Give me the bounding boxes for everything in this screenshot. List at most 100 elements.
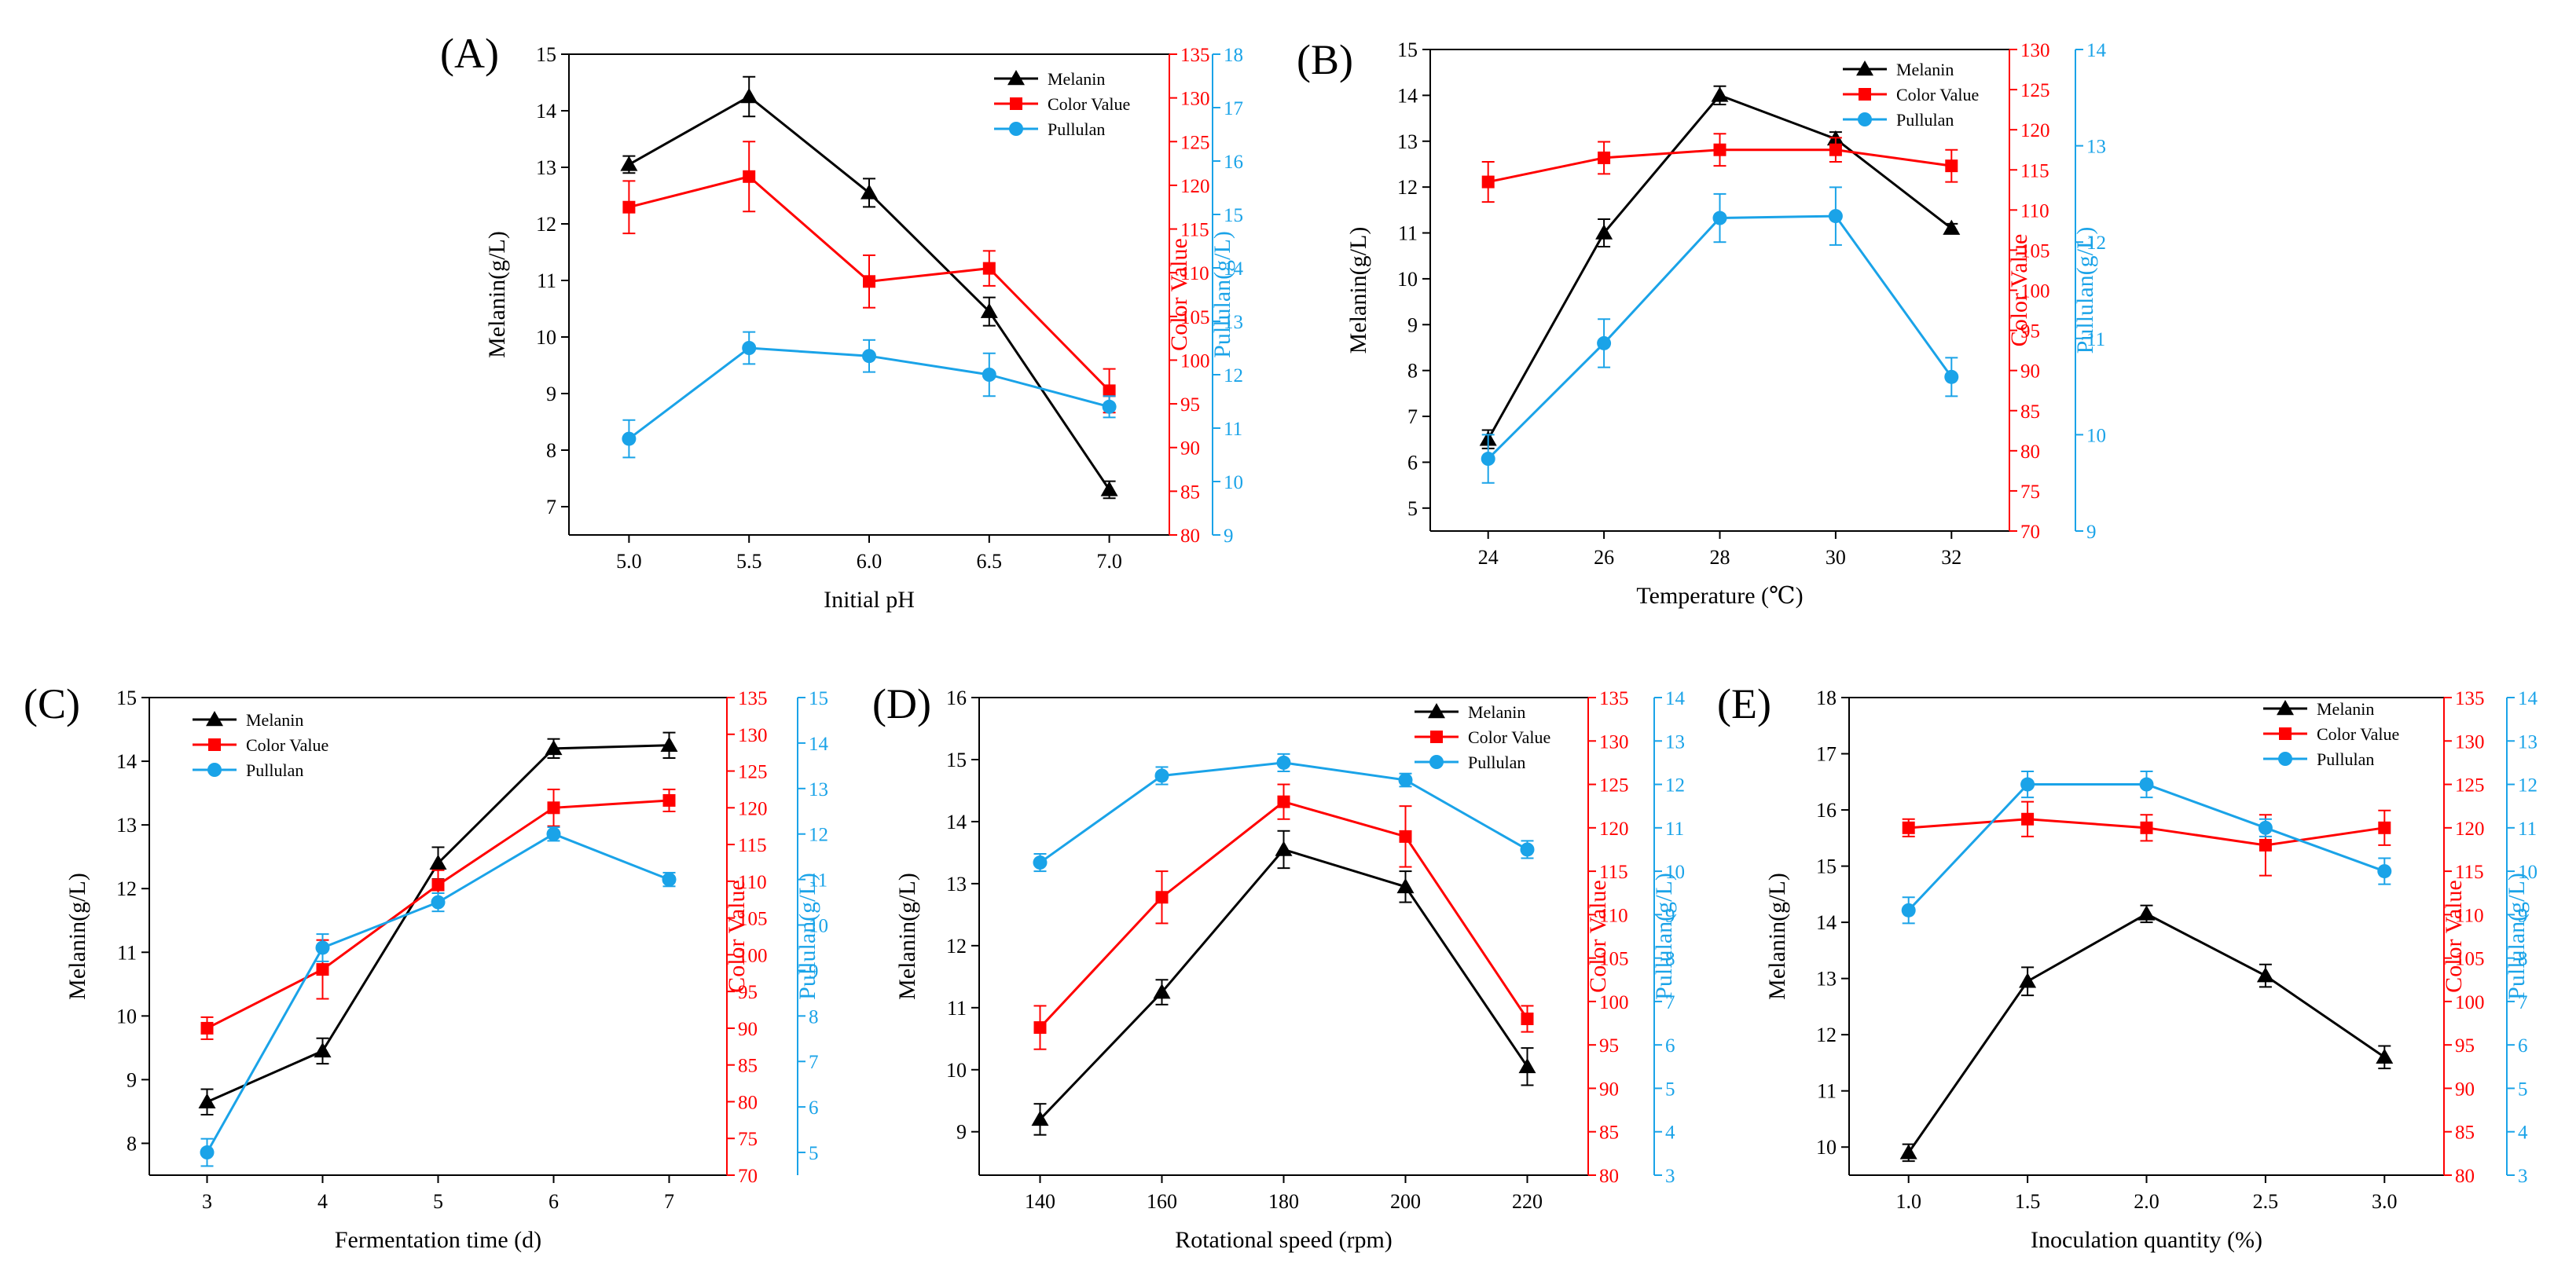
x-tick-label: 140 (1025, 1190, 1055, 1213)
pullulan-tick-label: 10 (1665, 862, 1685, 883)
color-value-point (2378, 821, 2391, 834)
color-value-tick-label: 120 (2455, 819, 2485, 840)
color-value-tick-label: 95 (1180, 394, 1200, 416)
color-value-tick-label: 100 (2020, 281, 2050, 302)
legend-label: Melanin (2317, 699, 2374, 719)
color-value-point (2259, 838, 2272, 852)
legend-label: Pullulan (246, 760, 303, 780)
panel-label: (A) (440, 30, 499, 77)
legend-marker (1858, 112, 1872, 126)
melanin-line (1039, 848, 1528, 1120)
pullulan-tick-label: 16 (1224, 152, 1243, 173)
pullulan-tick-label: 7 (1665, 992, 1675, 1013)
x-tick-label: 7 (664, 1190, 674, 1213)
melanin-point (2256, 967, 2274, 983)
x-tick-label: 2.0 (2134, 1190, 2160, 1213)
left-y-axis-label: Melanin(g/L) (1345, 227, 1371, 354)
pullulan-tick-label: 11 (2086, 329, 2105, 350)
left-y-tick-label: 10 (1397, 268, 1418, 291)
pullulan-point (982, 368, 996, 382)
color-value-point (1155, 891, 1169, 904)
color-value-point (662, 793, 676, 807)
left-y-tick-label: 10 (116, 1005, 137, 1027)
left-y-tick-label: 14 (946, 811, 967, 833)
melanin-line (206, 744, 670, 1104)
pullulan-tick-label: 11 (1665, 819, 1684, 840)
pullulan-point (2377, 864, 2392, 879)
color-value-tick-label: 80 (1599, 1166, 1619, 1187)
color-value-axis-label: Color Value (1166, 238, 1192, 351)
color-value-tick-label: 95 (2455, 1035, 2475, 1057)
left-y-axis-label: Melanin(g/L) (484, 231, 510, 358)
color-value-tick-label: 70 (738, 1166, 758, 1187)
legend-marker (2277, 700, 2294, 716)
color-value-tick-label: 115 (1599, 862, 1628, 883)
left-y-tick-label: 12 (946, 935, 967, 958)
legend-marker (1007, 70, 1025, 86)
melanin-point (545, 739, 563, 756)
color-value-tick-label: 105 (2020, 240, 2050, 262)
melanin-point (1943, 219, 1961, 235)
series-melanin (198, 731, 678, 1115)
pullulan-tick-label: 9 (809, 961, 819, 982)
pullulan-tick-label: 14 (2518, 688, 2538, 709)
left-y-tick-label: 11 (537, 269, 556, 292)
color-value-point (622, 200, 636, 214)
pullulan-axis-label: Pullulan(g/L) (1209, 231, 1235, 358)
melanin-line (1907, 912, 2386, 1154)
panel-label: (D) (872, 680, 931, 727)
color-value-tick-label: 80 (2455, 1166, 2475, 1187)
color-value-axis-label: Color Value (1585, 880, 1611, 993)
color-value-point (1902, 821, 1915, 834)
color-value-point (1598, 151, 1611, 164)
melanin-point (620, 156, 638, 171)
left-y-tick-label: 9 (127, 1068, 137, 1091)
pullulan-point (742, 341, 757, 355)
pullulan-tick-label: 12 (1224, 365, 1243, 386)
pullulan-tick-label: 4 (1665, 1123, 1675, 1144)
left-y-tick-label: 5 (1407, 497, 1418, 520)
melanin-point (861, 184, 878, 200)
x-tick-label: 6.0 (857, 550, 883, 573)
pullulan-tick-label: 11 (1224, 419, 1242, 440)
color-value-point (1033, 1021, 1047, 1035)
color-value-point (2140, 821, 2153, 834)
pullulan-point (1033, 855, 1048, 870)
series-pullulan (1901, 770, 2392, 925)
x-tick-label: 160 (1147, 1190, 1177, 1213)
legend-marker (2278, 752, 2292, 766)
left-y-tick-label: 11 (1398, 222, 1418, 245)
pullulan-point (1154, 768, 1169, 783)
color-value-point (316, 963, 329, 976)
legend-label: Color Value (2317, 724, 2399, 744)
left-y-tick-label: 13 (116, 814, 137, 837)
color-value-tick-label: 100 (1180, 350, 1210, 372)
left-y-axis-label: Melanin(g/L) (64, 873, 90, 1000)
left-y-tick-label: 10 (536, 326, 556, 349)
left-y-tick-label: 11 (947, 997, 967, 1020)
color-value-point (431, 878, 445, 892)
series-color-value (200, 788, 676, 1040)
pullulan-point (1597, 335, 1612, 350)
legend: Melanin Color Value Pullulan (994, 69, 1130, 139)
color-value-tick-label: 120 (738, 798, 768, 819)
melanin-point (1396, 877, 1415, 894)
pullulan-tick-label: 14 (1224, 258, 1244, 280)
color-value-tick-label: 85 (738, 1056, 758, 1077)
legend-label: Pullulan (2317, 749, 2374, 769)
pullulan-tick-label: 10 (809, 916, 828, 937)
pullulan-point (1712, 211, 1727, 225)
color-value-tick-label: 110 (1180, 263, 1209, 284)
pullulan-tick-label: 10 (2086, 425, 2106, 446)
left-y-tick-label: 13 (946, 873, 967, 896)
pullulan-tick-label: 12 (1665, 775, 1685, 797)
legend-marker (207, 763, 222, 777)
legend-marker (208, 738, 221, 751)
series-pullulan (622, 331, 1117, 459)
left-y-tick-label: 12 (536, 213, 556, 236)
pullulan-tick-label: 3 (1665, 1166, 1675, 1187)
legend-label: Color Value (246, 735, 328, 755)
color-value-tick-label: 105 (738, 909, 768, 930)
color-value-tick-label: 95 (2020, 321, 2040, 342)
